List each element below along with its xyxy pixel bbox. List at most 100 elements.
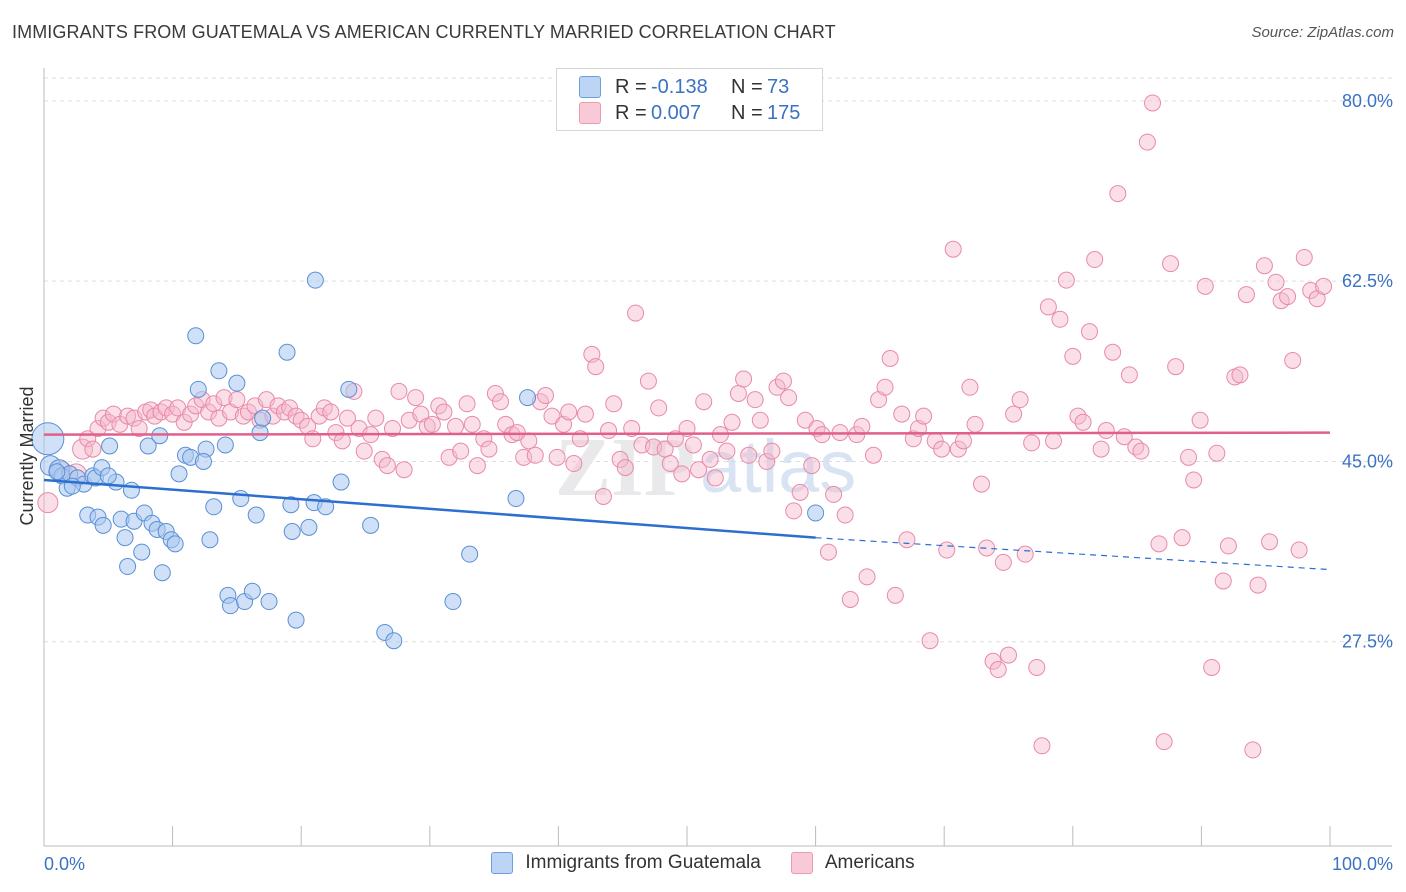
stats-row-americans: R = 0.007 N = 175 xyxy=(579,100,800,126)
americans-point xyxy=(1255,257,1273,275)
guatemala-point xyxy=(133,543,151,561)
guatemala-point xyxy=(153,564,171,582)
americans-swatch xyxy=(579,102,601,124)
n-value: 175 xyxy=(767,101,801,124)
americans-point xyxy=(690,461,708,479)
americans-point xyxy=(395,461,413,479)
guatemala-point xyxy=(48,463,66,481)
americans-point xyxy=(611,450,629,468)
americans-point xyxy=(1284,351,1302,369)
guatemala-point xyxy=(362,516,380,534)
americans-point xyxy=(1023,434,1041,452)
americans-point xyxy=(72,438,94,460)
guatemala-point xyxy=(166,535,184,553)
americans-point xyxy=(1191,411,1209,429)
americans-point xyxy=(1180,448,1198,466)
grid-lines xyxy=(44,77,1392,643)
americans-point xyxy=(378,457,396,475)
americans-point xyxy=(1028,658,1046,676)
guatemala-point xyxy=(260,593,278,611)
r-value: -0.138 xyxy=(651,75,708,98)
americans-point xyxy=(480,440,498,458)
americans-point xyxy=(182,405,200,423)
guatemala-point xyxy=(122,481,140,499)
americans-point xyxy=(565,455,583,473)
x-tick-label: 100.0% xyxy=(1332,854,1393,874)
n-label: N = xyxy=(731,101,763,124)
americans-point xyxy=(239,403,257,421)
americans-point xyxy=(452,442,470,460)
americans-point xyxy=(537,387,555,405)
americans-point xyxy=(390,382,408,400)
axes xyxy=(43,68,1392,847)
americans-point xyxy=(763,442,781,460)
americans-point xyxy=(864,446,882,464)
americans-point xyxy=(486,384,504,402)
americans-point xyxy=(785,502,803,520)
guatemala-swatch xyxy=(491,852,514,874)
americans-point xyxy=(594,487,612,505)
americans-point xyxy=(938,541,956,559)
americans-point xyxy=(701,450,719,468)
guatemala-point xyxy=(31,422,65,456)
americans-point xyxy=(723,413,741,431)
r-label: R = xyxy=(615,75,647,98)
americans-point xyxy=(384,419,402,437)
guatemala-point xyxy=(170,465,188,483)
y-tick-label: 27.5% xyxy=(1342,632,1393,652)
guatemala-point xyxy=(189,380,207,398)
legend-item-guatemala[interactable]: Immigrants from Guatemala xyxy=(491,852,761,874)
guatemala-point xyxy=(282,496,300,514)
americans-point xyxy=(1295,248,1313,266)
guatemala-swatch xyxy=(579,76,601,98)
americans-point xyxy=(1045,432,1063,450)
guatemala-point xyxy=(99,467,117,485)
americans-point xyxy=(407,389,425,407)
americans-point xyxy=(886,586,904,604)
americans-trend-line xyxy=(43,431,1331,436)
americans-point xyxy=(37,492,59,514)
americans-point xyxy=(746,391,764,409)
americans-point xyxy=(751,411,769,429)
series-legend: Immigrants from Guatemala Americans xyxy=(0,852,1406,874)
americans-point xyxy=(768,378,786,396)
guatemala-point xyxy=(251,424,269,442)
guatemala-point xyxy=(94,516,112,534)
guatemala-point xyxy=(216,436,234,454)
y-tick-label: 45.0% xyxy=(1342,451,1393,471)
americans-point xyxy=(119,407,137,425)
americans-point xyxy=(1138,133,1156,151)
americans-point xyxy=(915,407,933,425)
americans-point xyxy=(972,475,990,493)
guatemala-point xyxy=(306,271,324,289)
americans-point xyxy=(1074,413,1092,431)
guatemala-point xyxy=(300,518,318,536)
americans-point xyxy=(1064,347,1082,365)
americans-point xyxy=(984,652,1002,670)
guatemala-point xyxy=(194,452,212,470)
americans-point xyxy=(836,506,854,524)
legend-label: Immigrants from Guatemala xyxy=(525,852,761,873)
y-tick-label: 80.0% xyxy=(1342,91,1393,111)
legend-item-americans[interactable]: Americans xyxy=(790,852,915,874)
americans-point xyxy=(1244,741,1262,759)
americans-point xyxy=(1132,442,1150,460)
americans-point xyxy=(695,393,713,411)
americans-point xyxy=(1016,545,1034,563)
americans-point xyxy=(1011,391,1029,409)
americans-point xyxy=(587,358,605,376)
guatemala-point xyxy=(254,409,272,427)
americans-point xyxy=(994,553,1012,571)
americans-point xyxy=(605,395,623,413)
tick-labels: 27.5% 45.0% 62.5% 80.0% 0.0% 100.0% Currently … xyxy=(17,91,1393,874)
guatemala-point xyxy=(507,490,525,508)
americans-point xyxy=(1039,298,1057,316)
americans-point xyxy=(978,539,996,557)
americans-point xyxy=(876,378,894,396)
americans-point xyxy=(338,409,356,427)
r-label: R = xyxy=(615,101,647,124)
americans-point xyxy=(1261,533,1279,551)
americans-point xyxy=(1120,366,1138,384)
americans-point xyxy=(853,417,871,435)
guatemala-point xyxy=(228,374,246,392)
